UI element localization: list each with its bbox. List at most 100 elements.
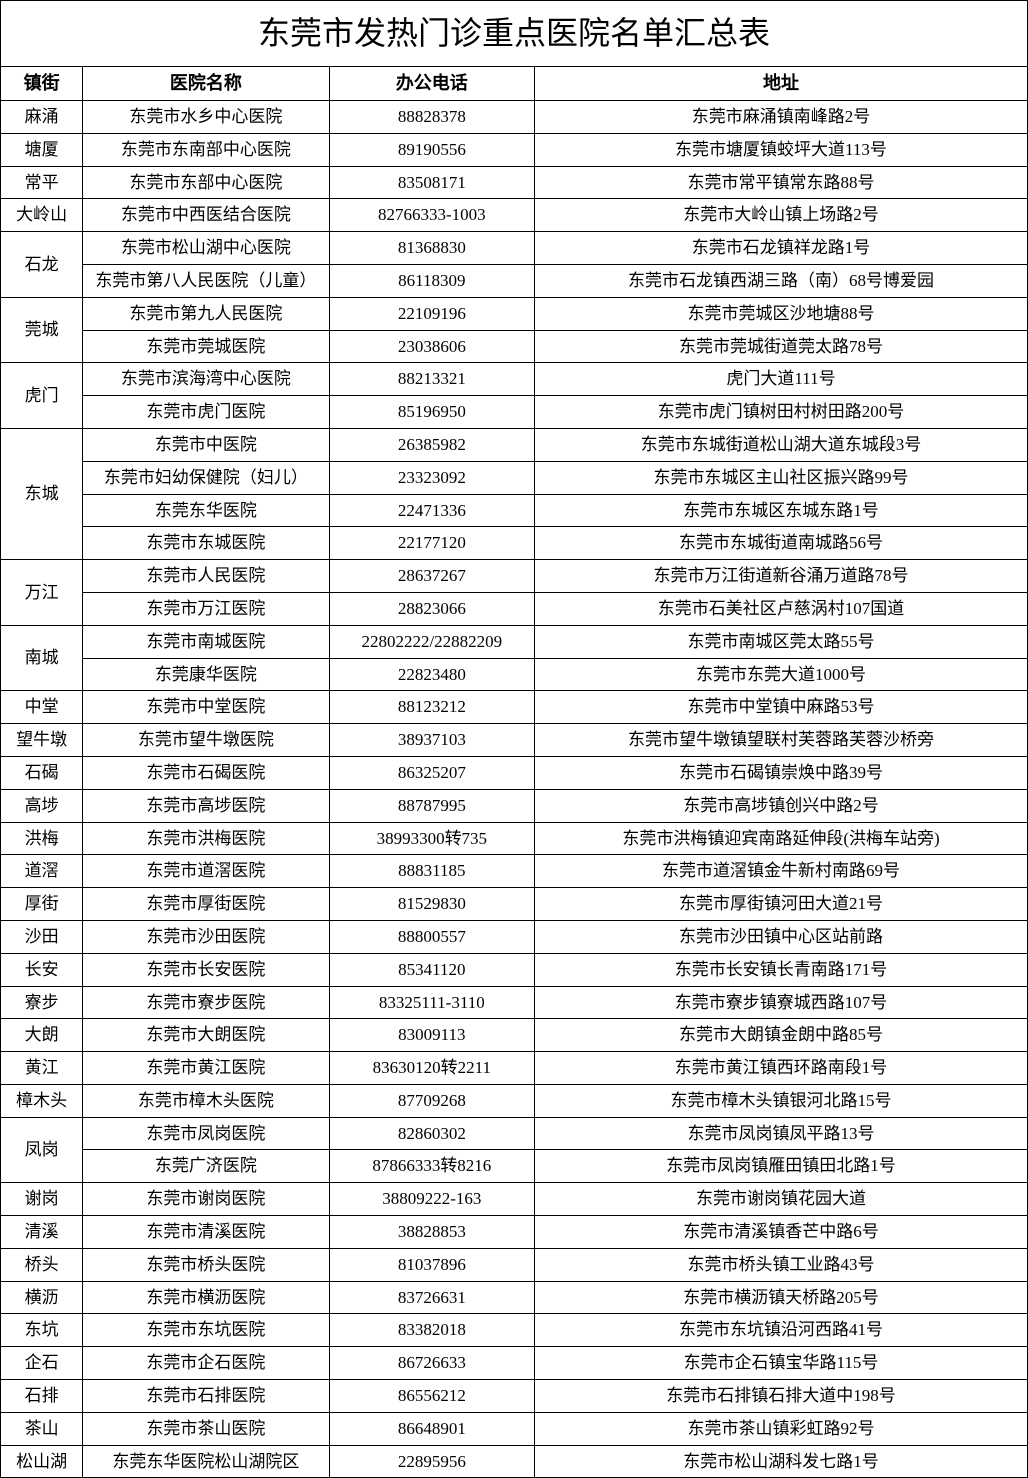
cell-town: 长安 [1,953,83,986]
table-row: 洪梅东莞市洪梅医院38993300转735东莞市洪梅镇迎宾南路延伸段(洪梅车站旁… [1,822,1028,855]
cell-hospital: 东莞市妇幼保健院（妇儿） [83,461,329,494]
cell-hospital: 东莞市中西医结合医院 [83,199,329,232]
cell-phone: 86118309 [329,264,534,297]
table-row: 谢岗东莞市谢岗医院38809222-163东莞市谢岗镇花园大道 [1,1183,1028,1216]
cell-hospital: 东莞康华医院 [83,658,329,691]
cell-hospital: 东莞市中医院 [83,428,329,461]
cell-address: 东莞市常平镇常东路88号 [535,166,1028,199]
table-row: 虎门东莞市滨海湾中心医院88213321虎门大道111号 [1,363,1028,396]
table-row: 桥头东莞市桥头医院81037896东莞市桥头镇工业路43号 [1,1248,1028,1281]
cell-hospital: 东莞市南城医院 [83,625,329,658]
table-row: 黄江东莞市黄江医院83630120转2211东莞市黄江镇西环路南段1号 [1,1052,1028,1085]
table-row: 松山湖东莞东华医院松山湖院区22895956东莞市松山湖科发七路1号 [1,1445,1028,1478]
cell-address: 东莞市石碣镇崇焕中路39号 [535,756,1028,789]
cell-town: 东坑 [1,1314,83,1347]
cell-town: 麻涌 [1,100,83,133]
cell-phone: 87866333转8216 [329,1150,534,1183]
cell-address: 东莞市石美社区卢慈涡村107国道 [535,592,1028,625]
cell-phone: 88213321 [329,363,534,396]
cell-hospital: 东莞市樟木头医院 [83,1084,329,1117]
table-row: 寮步东莞市寮步医院83325111-3110东莞市寮步镇寮城西路107号 [1,986,1028,1019]
cell-phone: 83630120转2211 [329,1052,534,1085]
table-row: 道滘东莞市道滘医院88831185东莞市道滘镇金牛新村南路69号 [1,855,1028,888]
cell-town: 洪梅 [1,822,83,855]
table-row: 茶山东莞市茶山医院86648901东莞市茶山镇彩虹路92号 [1,1412,1028,1445]
table-row: 沙田东莞市沙田医院88800557东莞市沙田镇中心区站前路 [1,920,1028,953]
cell-phone: 89190556 [329,133,534,166]
cell-hospital: 东莞市人民医院 [83,560,329,593]
table-row: 东莞东华医院22471336东莞市东城区东城东路1号 [1,494,1028,527]
cell-phone: 88831185 [329,855,534,888]
table-row: 大朗东莞市大朗医院83009113东莞市大朗镇金朗中路85号 [1,1019,1028,1052]
cell-town: 望牛墩 [1,724,83,757]
cell-address: 东莞市高埗镇创兴中路2号 [535,789,1028,822]
cell-phone: 86726633 [329,1347,534,1380]
cell-hospital: 东莞市企石医院 [83,1347,329,1380]
cell-address: 东莞市凤岗镇凤平路13号 [535,1117,1028,1150]
cell-town: 塘厦 [1,133,83,166]
cell-phone: 23323092 [329,461,534,494]
cell-hospital: 东莞市水乡中心医院 [83,100,329,133]
cell-address: 东莞市寮步镇寮城西路107号 [535,986,1028,1019]
cell-hospital: 东莞市桥头医院 [83,1248,329,1281]
cell-phone: 86325207 [329,756,534,789]
cell-town: 松山湖 [1,1445,83,1478]
cell-hospital: 东莞市滨海湾中心医院 [83,363,329,396]
cell-phone: 38937103 [329,724,534,757]
cell-hospital: 东莞市谢岗医院 [83,1183,329,1216]
cell-phone: 85341120 [329,953,534,986]
table-row: 大岭山东莞市中西医结合医院82766333-1003东莞市大岭山镇上场路2号 [1,199,1028,232]
table-row: 石排东莞市石排医院86556212东莞市石排镇石排大道中198号 [1,1380,1028,1413]
cell-hospital: 东莞市厚街医院 [83,888,329,921]
cell-phone: 81529830 [329,888,534,921]
cell-hospital: 东莞市横沥医院 [83,1281,329,1314]
table-row: 长安东莞市长安医院85341120东莞市长安镇长青南路171号 [1,953,1028,986]
cell-hospital: 东莞市虎门医院 [83,396,329,429]
table-row: 东莞市妇幼保健院（妇儿）23323092东莞市东城区主山社区振兴路99号 [1,461,1028,494]
cell-phone: 83508171 [329,166,534,199]
cell-hospital: 东莞广济医院 [83,1150,329,1183]
cell-town: 大朗 [1,1019,83,1052]
cell-phone: 23038606 [329,330,534,363]
table-row: 凤岗东莞市凤岗医院82860302东莞市凤岗镇凤平路13号 [1,1117,1028,1150]
cell-address: 东莞市莞城街道莞太路78号 [535,330,1028,363]
table-row: 石龙东莞市松山湖中心医院81368830东莞市石龙镇祥龙路1号 [1,232,1028,265]
cell-town: 茶山 [1,1412,83,1445]
cell-phone: 83009113 [329,1019,534,1052]
cell-phone: 22823480 [329,658,534,691]
cell-phone: 38993300转735 [329,822,534,855]
table-row: 东莞市东城医院22177120东莞市东城街道南城路56号 [1,527,1028,560]
cell-address: 东莞市大岭山镇上场路2号 [535,199,1028,232]
cell-hospital: 东莞市第九人民医院 [83,297,329,330]
cell-town: 横沥 [1,1281,83,1314]
table-row: 东莞康华医院22823480东莞市东莞大道1000号 [1,658,1028,691]
table-row: 樟木头东莞市樟木头医院87709268东莞市樟木头镇银河北路15号 [1,1084,1028,1117]
table-row: 塘厦东莞市东南部中心医院89190556东莞市塘厦镇蛟坪大道113号 [1,133,1028,166]
table-row: 东莞市第八人民医院（儿童）86118309东莞市石龙镇西湖三路（南）68号博爱园 [1,264,1028,297]
cell-address: 东莞市东城街道南城路56号 [535,527,1028,560]
cell-town: 石碣 [1,756,83,789]
cell-address: 东莞市塘厦镇蛟坪大道113号 [535,133,1028,166]
cell-phone: 85196950 [329,396,534,429]
cell-town: 高埗 [1,789,83,822]
cell-address: 东莞市虎门镇树田村树田路200号 [535,396,1028,429]
cell-hospital: 东莞东华医院 [83,494,329,527]
cell-town: 道滘 [1,855,83,888]
cell-town: 石龙 [1,232,83,298]
cell-town: 莞城 [1,297,83,363]
cell-address: 东莞市谢岗镇花园大道 [535,1183,1028,1216]
cell-town: 桥头 [1,1248,83,1281]
cell-address: 东莞市长安镇长青南路171号 [535,953,1028,986]
table-row: 东莞市莞城医院23038606东莞市莞城街道莞太路78号 [1,330,1028,363]
cell-phone: 88123212 [329,691,534,724]
table-row: 南城东莞市南城医院22802222/22882209东莞市南城区莞太路55号 [1,625,1028,658]
cell-phone: 26385982 [329,428,534,461]
cell-town: 樟木头 [1,1084,83,1117]
cell-address: 东莞市石龙镇祥龙路1号 [535,232,1028,265]
cell-address: 东莞市黄江镇西环路南段1号 [535,1052,1028,1085]
hospital-table: 东莞市发热门诊重点医院名单汇总表镇街医院名称办公电话地址麻涌东莞市水乡中心医院8… [0,0,1028,1478]
cell-phone: 83726631 [329,1281,534,1314]
cell-address: 东莞市麻涌镇南峰路2号 [535,100,1028,133]
cell-hospital: 东莞市石碣医院 [83,756,329,789]
cell-hospital: 东莞市万江医院 [83,592,329,625]
